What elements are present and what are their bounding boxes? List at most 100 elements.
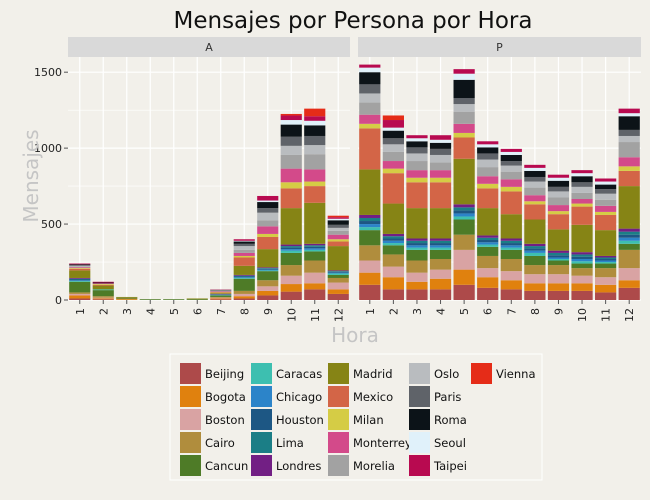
bar-segment <box>210 296 232 298</box>
legend-label: Londres <box>276 459 321 473</box>
legend-swatch <box>180 363 201 384</box>
x-tick-label: 11 <box>600 308 613 322</box>
bar-segment <box>210 297 232 299</box>
bar-segment <box>618 129 640 136</box>
bar-segment <box>429 182 452 209</box>
bar-segment <box>359 214 381 218</box>
bar-segment <box>547 255 570 258</box>
x-tick-label: 12 <box>332 308 345 322</box>
bar-segment <box>406 240 428 244</box>
bar-segment <box>477 147 499 154</box>
bar-segment <box>500 214 522 239</box>
bar-segment <box>500 186 522 192</box>
bar-segment <box>477 176 499 184</box>
bar-segment <box>618 237 640 241</box>
bar-segment <box>477 255 499 269</box>
bar-segment <box>595 184 617 190</box>
bar-segment <box>453 158 475 205</box>
bar-segment <box>69 270 91 278</box>
bar-segment <box>500 191 522 215</box>
bar-segment <box>359 84 381 94</box>
legend-swatch <box>328 409 349 430</box>
bar-segment <box>595 262 617 264</box>
bar-segment <box>500 245 522 248</box>
legend-item: Cancun <box>180 455 248 476</box>
legend-label: Mexico <box>353 390 393 404</box>
bar-segment <box>327 218 349 221</box>
bar-segment <box>257 208 279 213</box>
bar-segment <box>595 189 617 194</box>
bar-segment <box>453 249 475 270</box>
bar-segment <box>116 297 138 299</box>
bar-segment <box>429 289 452 300</box>
facet-strip-label: P <box>496 41 503 54</box>
bar-segment <box>406 247 428 250</box>
bar-segment <box>500 179 522 187</box>
bar-segment <box>618 113 640 117</box>
bar-segment <box>359 245 381 261</box>
bar-segment <box>453 104 475 112</box>
bar-segment <box>500 171 522 180</box>
bar-segment <box>233 278 255 291</box>
bar-segment <box>406 170 428 178</box>
bar-segment <box>257 269 279 271</box>
bar-segment <box>327 230 349 235</box>
bar-segment <box>69 266 91 268</box>
bar-segment <box>595 255 617 258</box>
bar-segment <box>69 268 91 271</box>
bar-segment <box>453 98 475 105</box>
bar-segment <box>571 263 593 269</box>
bar-segment <box>280 115 302 121</box>
legend-item: Roma <box>409 409 467 430</box>
bar-segment <box>116 298 138 300</box>
bar-segment <box>429 148 452 155</box>
bar-segment <box>406 135 428 139</box>
x-tick-label: 4 <box>144 308 157 315</box>
bar-segment <box>477 183 499 189</box>
bar-segment <box>571 268 593 276</box>
bar-segment <box>233 290 255 294</box>
bar-segment <box>595 211 617 215</box>
bar-segment <box>429 142 452 149</box>
x-tick-label: 9 <box>552 308 565 315</box>
bar-segment <box>382 243 404 246</box>
bar-segment <box>547 258 570 261</box>
legend-label: Roma <box>434 413 467 427</box>
bar-segment <box>327 282 349 290</box>
x-tick-label: 8 <box>529 308 542 315</box>
legend-label: Bogota <box>205 390 246 404</box>
bar-segment <box>210 292 232 294</box>
x-tick-label: 10 <box>285 308 298 322</box>
bar-segment <box>571 173 593 177</box>
legend-swatch <box>409 455 430 476</box>
bar-segment <box>547 274 570 284</box>
bar-segment <box>280 168 302 183</box>
bar-segment <box>547 283 570 291</box>
bar-segment <box>382 115 404 121</box>
bar-segment <box>618 287 640 300</box>
bar-segment <box>429 247 452 250</box>
bar-segment <box>429 240 452 244</box>
bar-segment <box>595 230 617 256</box>
bar-segment <box>327 220 349 225</box>
bar-segment <box>571 199 593 204</box>
legend-swatch <box>180 409 201 430</box>
bar-segment <box>406 281 428 290</box>
bar-segment <box>359 64 381 68</box>
bar-segment <box>547 252 570 256</box>
x-tick-label: 4 <box>435 308 448 315</box>
bar-segment <box>595 260 617 263</box>
bar-segment <box>595 193 617 200</box>
bar-segment <box>429 258 452 270</box>
bar-segment <box>280 265 302 276</box>
bar-segment <box>257 202 279 209</box>
bar-segment <box>618 228 640 232</box>
bar-segment <box>304 169 326 182</box>
legend-item: Vienna <box>471 363 536 384</box>
bar-segment <box>359 114 381 124</box>
legend-label: Houston <box>276 413 324 427</box>
bar-segment <box>116 296 138 298</box>
bar-segment <box>453 207 475 211</box>
bar-segment <box>571 176 593 183</box>
bar-segment <box>382 127 404 131</box>
